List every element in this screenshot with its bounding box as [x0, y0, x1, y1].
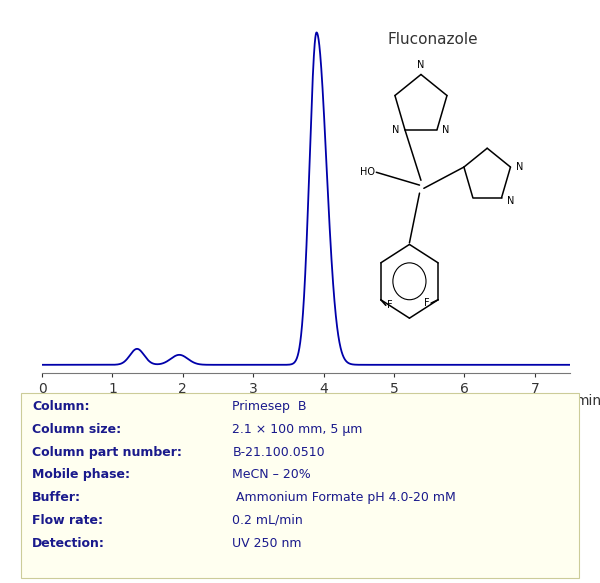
Text: Mobile phase:: Mobile phase: — [32, 468, 130, 482]
Text: Fluconazole: Fluconazole — [388, 31, 478, 47]
Text: Primesep  B: Primesep B — [232, 400, 307, 413]
Text: F: F — [387, 300, 393, 310]
FancyBboxPatch shape — [21, 392, 579, 578]
Text: F: F — [424, 298, 430, 308]
Text: min: min — [575, 395, 600, 409]
Text: N: N — [442, 125, 449, 135]
Text: Column size:: Column size: — [32, 423, 121, 436]
Text: N: N — [507, 196, 514, 206]
Text: UV 250 nm: UV 250 nm — [232, 536, 302, 550]
Text: Detection:: Detection: — [32, 536, 105, 550]
Text: Buffer:: Buffer: — [32, 491, 81, 504]
Text: MeCN – 20%: MeCN – 20% — [232, 468, 311, 482]
Text: N: N — [515, 162, 523, 172]
Text: 0.2 mL/min: 0.2 mL/min — [232, 514, 303, 527]
Text: Ammonium Formate pH 4.0-20 mM: Ammonium Formate pH 4.0-20 mM — [232, 491, 456, 504]
Text: 2.1 × 100 mm, 5 μm: 2.1 × 100 mm, 5 μm — [232, 423, 362, 436]
Text: HO: HO — [360, 167, 375, 177]
Text: N: N — [392, 125, 400, 135]
Text: N: N — [417, 59, 425, 69]
Text: Flow rate:: Flow rate: — [32, 514, 103, 527]
Text: Column part number:: Column part number: — [32, 445, 182, 459]
Text: Column:: Column: — [32, 400, 89, 413]
Text: B-21.100.0510: B-21.100.0510 — [232, 445, 325, 459]
